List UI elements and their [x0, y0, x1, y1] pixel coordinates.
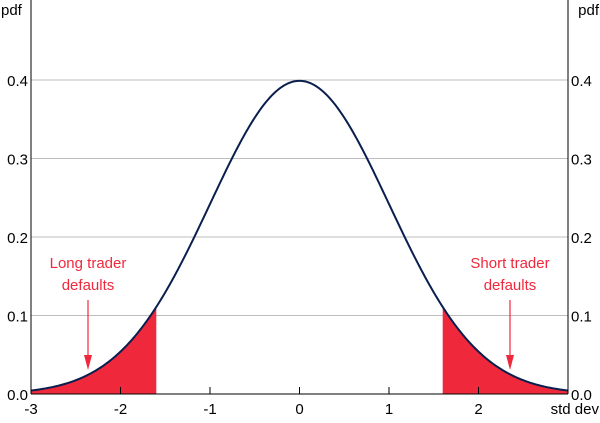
y-tick-label-right: 0.4 [571, 73, 592, 90]
x-tick-label: 0 [295, 401, 303, 418]
y-tick-label-right: 0.1 [571, 309, 592, 326]
shaded-tail [442, 306, 568, 394]
y-tick-label-right: 0.0 [571, 387, 592, 404]
tick-labels: 0.0 0.0 0.1 0.1 0.2 0.2 0.3 0.3 0.4 0.4 -3 -2 -1 0 1 2 [7, 73, 592, 418]
x-tick-label: -3 [24, 401, 37, 418]
x-tick-label: 2 [474, 401, 482, 418]
axes [30, 0, 569, 395]
y-tick-label-left: 0.1 [7, 309, 28, 326]
annotation-text: defaults [484, 277, 537, 294]
x-tick-label: -2 [114, 401, 127, 418]
annotations: Long trader defaults Short trader defaults [50, 255, 550, 370]
y-axis-label-left: pdf [1, 2, 23, 19]
y-tick-label-left: 0.0 [7, 387, 28, 404]
pdf-curve [30, 79, 569, 392]
y-axis-label-right: pdf [578, 2, 600, 19]
annotation-text: defaults [62, 277, 115, 294]
y-tick-label-right: 0.3 [571, 152, 592, 169]
x-axis-label: std dev [551, 401, 600, 418]
annotation-arrowhead [506, 355, 514, 370]
y-tick-label-left: 0.2 [7, 230, 28, 247]
annotation-arrowhead [84, 355, 92, 370]
annotation-text: Short trader [470, 255, 549, 272]
x-tick-label: 1 [385, 401, 393, 418]
shaded-tail [31, 306, 157, 394]
y-tick-label-left: 0.3 [7, 152, 28, 169]
x-tick-label: -1 [203, 401, 216, 418]
shaded-tails [31, 306, 568, 394]
y-tick-label-left: 0.4 [7, 73, 28, 90]
y-tick-label-right: 0.2 [571, 230, 592, 247]
annotation-text: Long trader [50, 255, 127, 272]
